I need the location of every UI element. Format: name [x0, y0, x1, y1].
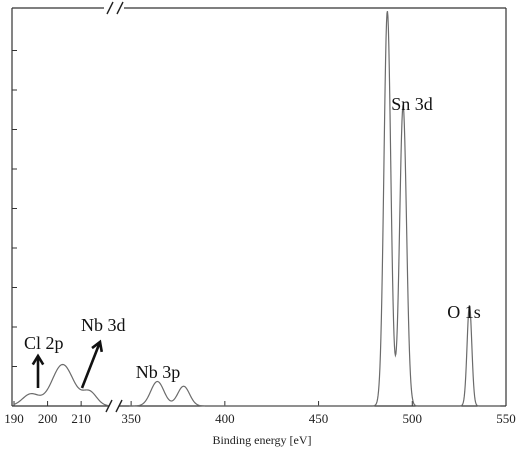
x-tick-label-350: 350	[121, 411, 141, 426]
x-tick-label-450: 450	[309, 411, 329, 426]
nb3d-arrow-shaft	[80, 341, 102, 389]
spectrum-line	[13, 11, 501, 407]
x-tick-label-550: 550	[496, 411, 516, 426]
top-break-mark-b	[116, 1, 124, 15]
x-tick-labels: 190 200 210 350 400 450 500 550	[4, 411, 516, 426]
x-tick-label-200: 200	[38, 411, 58, 426]
x-tick-label-400: 400	[215, 411, 235, 426]
cl2p-arrow-head	[31, 353, 45, 366]
x-tick-label-500: 500	[403, 411, 423, 426]
bottom-break-mark-b	[115, 399, 123, 413]
axis-ticks	[12, 50, 507, 406]
axis-break-marks	[105, 1, 124, 413]
bottom-break-mark-a	[105, 399, 113, 413]
x-axis-title: Binding energy [eV]	[212, 433, 311, 447]
nb3d-arrow-head	[91, 339, 104, 353]
annotation-label-4: Nb 3d	[81, 315, 126, 335]
peak-annotations: Sn 3d O 1s Nb 3p Cl 2p Nb 3d	[24, 94, 481, 382]
x-tick-label-210: 210	[71, 411, 91, 426]
annotation-label-2: Nb 3p	[136, 362, 181, 382]
x-tick-label-190: 190	[4, 411, 24, 426]
top-break-mark-a	[106, 1, 114, 15]
annotation-label-0: Sn 3d	[391, 94, 433, 114]
plot-frame	[11, 7, 507, 407]
annotation-label-3: Cl 2p	[24, 333, 64, 353]
annotation-label-1: O 1s	[447, 302, 481, 322]
annotation-arrows	[31, 339, 104, 389]
